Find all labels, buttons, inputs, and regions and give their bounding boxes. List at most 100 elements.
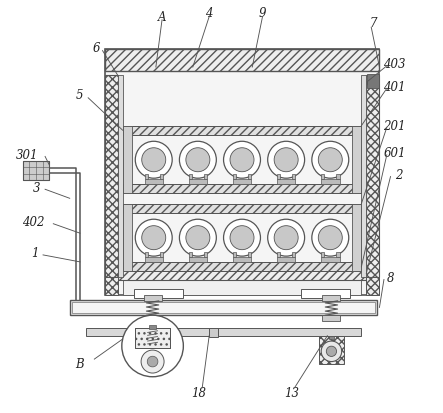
Bar xyxy=(292,174,295,178)
Circle shape xyxy=(142,148,166,172)
Circle shape xyxy=(224,219,260,256)
Bar xyxy=(123,126,132,193)
Bar xyxy=(321,178,339,184)
Circle shape xyxy=(224,141,260,178)
Text: 8: 8 xyxy=(387,272,394,285)
Bar xyxy=(123,126,361,135)
Circle shape xyxy=(135,141,172,178)
Bar xyxy=(105,278,118,295)
Circle shape xyxy=(318,225,342,250)
Bar xyxy=(204,174,207,178)
Bar xyxy=(23,161,49,180)
Bar xyxy=(233,178,251,184)
Bar xyxy=(277,256,295,262)
Text: 4: 4 xyxy=(206,7,213,20)
Bar xyxy=(248,174,251,178)
Bar xyxy=(233,174,236,178)
Bar xyxy=(123,204,361,213)
Circle shape xyxy=(268,219,305,256)
Bar xyxy=(72,302,375,313)
Bar xyxy=(336,174,339,178)
Bar xyxy=(204,252,207,256)
Circle shape xyxy=(186,148,210,172)
Bar xyxy=(144,178,163,184)
Text: 601: 601 xyxy=(383,147,406,161)
Bar xyxy=(159,252,163,256)
Circle shape xyxy=(179,141,216,178)
Text: 403: 403 xyxy=(383,59,406,71)
Text: 3: 3 xyxy=(33,182,41,195)
Bar xyxy=(352,204,361,271)
Text: 402: 402 xyxy=(22,216,44,229)
Bar xyxy=(134,289,183,298)
Bar xyxy=(144,256,163,262)
Bar xyxy=(323,295,341,301)
Text: 5: 5 xyxy=(76,89,84,102)
Bar xyxy=(144,252,148,256)
Bar xyxy=(105,49,380,71)
Circle shape xyxy=(179,219,216,256)
Bar xyxy=(277,252,280,256)
Bar xyxy=(248,252,251,256)
Text: 2: 2 xyxy=(395,169,403,182)
Circle shape xyxy=(312,141,349,178)
Bar xyxy=(123,184,361,193)
Bar xyxy=(367,74,379,88)
Bar xyxy=(118,75,123,278)
Bar xyxy=(321,174,324,178)
Bar xyxy=(144,295,162,301)
Bar xyxy=(123,262,361,271)
Bar xyxy=(123,204,132,271)
Bar xyxy=(209,328,218,337)
Bar xyxy=(105,49,380,295)
Bar xyxy=(277,178,295,184)
Text: 201: 201 xyxy=(383,120,406,133)
Bar xyxy=(136,328,170,348)
Bar xyxy=(118,269,366,280)
Bar xyxy=(233,252,236,256)
Bar xyxy=(233,256,251,262)
Circle shape xyxy=(186,225,210,250)
Bar xyxy=(159,174,163,178)
Bar xyxy=(336,252,339,256)
Circle shape xyxy=(142,225,166,250)
Text: 9: 9 xyxy=(259,7,266,20)
Bar xyxy=(140,336,165,363)
Bar xyxy=(352,126,361,193)
Bar xyxy=(329,336,334,339)
Bar xyxy=(123,126,361,135)
Bar xyxy=(277,174,280,178)
Circle shape xyxy=(268,141,305,178)
Circle shape xyxy=(148,346,158,356)
Bar xyxy=(189,252,192,256)
Bar xyxy=(321,256,339,262)
Circle shape xyxy=(318,148,342,172)
Bar xyxy=(189,256,207,262)
Bar xyxy=(105,75,118,278)
Bar xyxy=(292,252,295,256)
Bar xyxy=(136,328,170,348)
Circle shape xyxy=(274,148,298,172)
Circle shape xyxy=(312,219,349,256)
Circle shape xyxy=(135,219,172,256)
Text: 1: 1 xyxy=(31,247,39,260)
Text: 7: 7 xyxy=(369,17,377,31)
Circle shape xyxy=(230,148,254,172)
Bar xyxy=(144,315,162,321)
Bar xyxy=(123,204,361,213)
Circle shape xyxy=(141,350,164,373)
Bar xyxy=(321,252,324,256)
Bar xyxy=(149,325,156,329)
Circle shape xyxy=(274,225,298,250)
Circle shape xyxy=(142,341,163,361)
Text: B: B xyxy=(76,358,84,371)
Bar xyxy=(123,280,361,295)
Bar xyxy=(150,336,155,339)
Circle shape xyxy=(326,346,337,356)
Bar xyxy=(123,184,361,193)
Bar xyxy=(144,174,148,178)
Bar xyxy=(323,315,341,321)
Text: 301: 301 xyxy=(16,149,38,162)
Text: 13: 13 xyxy=(284,387,299,400)
Circle shape xyxy=(122,315,183,377)
